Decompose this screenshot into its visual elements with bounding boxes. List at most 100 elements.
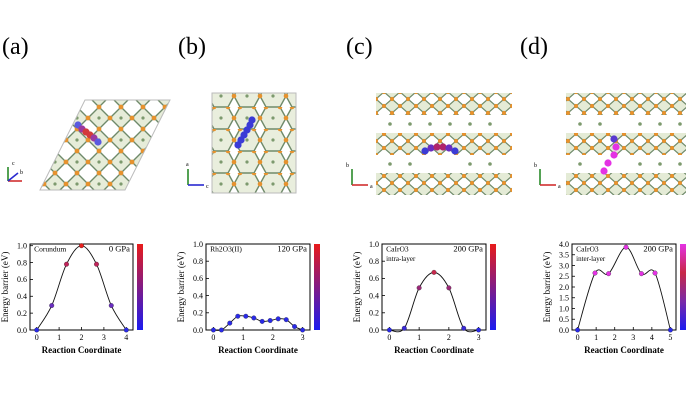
axis-label-a-1: c	[12, 161, 15, 167]
plot-frame	[381, 243, 487, 331]
x-tick-label: 1	[241, 333, 245, 342]
axis-label-d-2: a	[558, 184, 561, 190]
data-point	[606, 271, 612, 277]
y-tick-label: 0.6	[17, 275, 27, 284]
x-tick-label: 1	[417, 333, 421, 342]
y-tick-label: 0.8	[369, 257, 379, 266]
data-point	[219, 327, 224, 333]
data-point	[639, 271, 644, 277]
x-tick-label: 4	[650, 333, 654, 342]
chart-annotation: Corundum	[34, 245, 66, 254]
energy-curve	[213, 315, 303, 331]
chart-annotation: inter-layer	[576, 255, 606, 263]
y-tick-label: 0.0	[369, 326, 379, 335]
y-tick-label: 4.0	[559, 240, 569, 249]
y-axis-label: Energy barrier (eV)	[352, 252, 362, 323]
axis-label-c-1: b	[346, 163, 349, 169]
y-tick-label: 0.4	[369, 291, 379, 300]
axis-label-b-2: c	[206, 184, 209, 190]
chart-annotation: 0 GPa	[109, 244, 130, 254]
panel-letter-a: (a)	[2, 34, 29, 60]
x-tick-label: 5	[668, 333, 672, 342]
structure-b: a c	[186, 92, 297, 194]
x-tick-label: 0	[576, 333, 580, 342]
data-point	[476, 327, 482, 333]
x-axis-label: Reaction Coordinate	[584, 345, 664, 355]
data-point	[49, 303, 55, 308]
data-point	[108, 303, 114, 308]
migration-path-a	[74, 121, 102, 146]
panel-letter-d: (d)	[520, 34, 548, 60]
migration-path-d	[600, 135, 620, 175]
axis-triad-d: b a	[534, 163, 561, 190]
y-axis-label: Energy barrier (eV)	[542, 252, 552, 323]
plot-frame	[205, 243, 311, 331]
data-point	[575, 327, 581, 333]
x-tick-label: 3	[301, 333, 305, 342]
data-point	[401, 325, 407, 331]
data-point	[623, 244, 629, 250]
y-tick-label: 2.0	[559, 283, 569, 292]
panel-letter-c: (c)	[346, 34, 373, 60]
y-tick-label: 0.8	[193, 257, 203, 266]
data-point	[667, 327, 673, 333]
data-point	[300, 327, 306, 333]
y-tick-label: 0.8	[17, 258, 27, 267]
energy-curve	[36, 245, 127, 331]
axis-label-a-2: b	[20, 170, 23, 176]
x-axis-label: Reaction Coordinate	[42, 345, 122, 355]
x-tick-label: 3	[631, 333, 635, 342]
x-tick-label: 2	[613, 333, 617, 342]
energy-curve	[389, 271, 479, 333]
x-tick-label: 1	[594, 333, 598, 342]
data-point	[64, 261, 69, 267]
colorbar	[490, 244, 496, 330]
x-tick-label: 4	[124, 333, 128, 342]
colorbar	[137, 244, 143, 330]
data-point	[275, 316, 281, 322]
data-point	[267, 318, 273, 323]
y-tick-label: 0.2	[369, 309, 379, 318]
structure-d: b a	[534, 93, 686, 195]
axis-triad-c: b a	[346, 163, 373, 190]
y-tick-label: 0.6	[193, 274, 203, 283]
data-point	[123, 327, 129, 333]
y-tick-label: 0.2	[17, 309, 27, 318]
x-tick-label: 0	[387, 333, 391, 342]
data-point	[259, 318, 265, 324]
y-tick-label: 3.5	[559, 251, 569, 260]
migration-path-b	[234, 116, 256, 149]
y-tick-label: 0.5	[559, 315, 569, 324]
x-tick-label: 0	[35, 333, 39, 342]
y-tick-label: 0.0	[193, 326, 203, 335]
x-tick-label: 1	[57, 333, 61, 342]
chart-annotation: intra-layer	[386, 255, 416, 263]
data-point	[94, 261, 99, 267]
data-point	[386, 327, 392, 333]
colorbar	[314, 244, 320, 330]
x-axis-label: Reaction Coordinate	[218, 345, 298, 355]
chart-annotation: CaIrO3	[386, 245, 409, 254]
data-point	[292, 324, 297, 330]
y-tick-label: 0.2	[193, 309, 203, 318]
x-tick-label: 2	[80, 333, 84, 342]
y-tick-label: 0.0	[17, 326, 27, 335]
data-point	[235, 313, 241, 319]
data-point	[652, 270, 658, 276]
panel-letter-b: (b)	[178, 34, 206, 60]
chart-annotation: 120 GPa	[277, 244, 307, 254]
structure-a: c b	[7, 99, 171, 191]
x-tick-label: 2	[447, 333, 451, 342]
y-tick-label: 1.0	[193, 240, 203, 249]
data-point	[416, 285, 422, 291]
data-point	[283, 317, 289, 323]
axis-label-d-1: b	[534, 163, 537, 169]
y-tick-label: 1.0	[559, 304, 569, 313]
y-tick-label: 1.5	[559, 294, 569, 303]
axis-label-c-2: a	[370, 184, 373, 190]
data-point	[431, 269, 437, 275]
colorbar	[680, 244, 686, 330]
data-point	[210, 327, 216, 333]
